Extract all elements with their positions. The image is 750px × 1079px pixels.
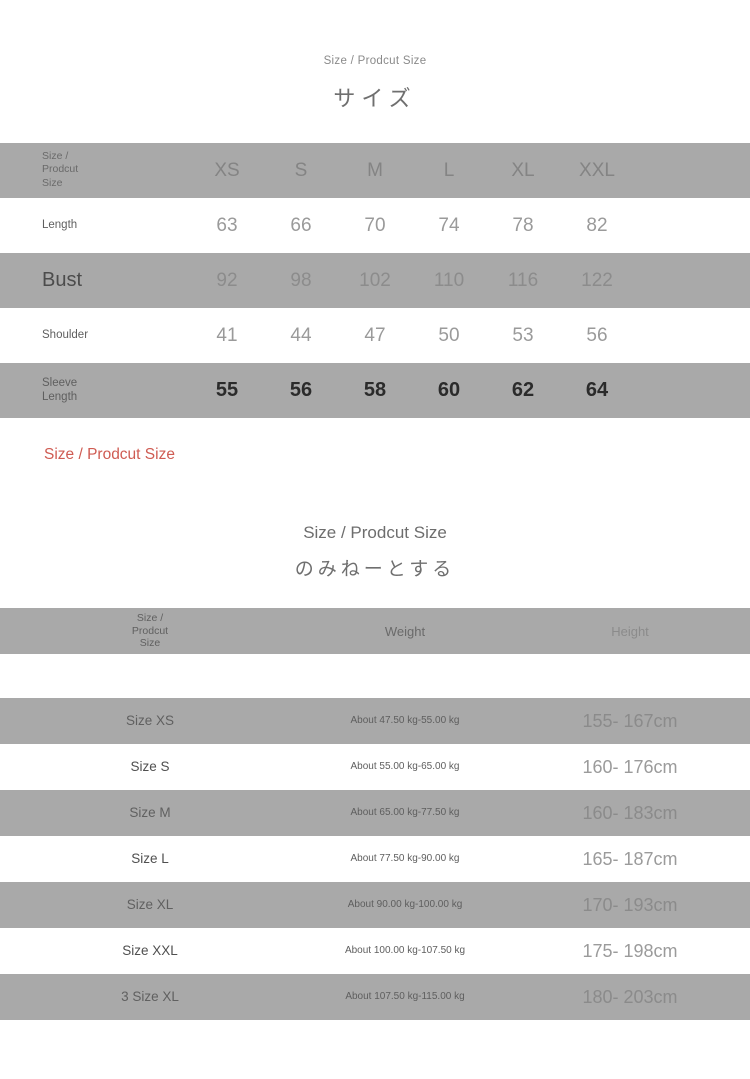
table-row: Size S About 55.00 kg-65.00 kg 160- 176c… xyxy=(0,744,750,790)
cell-height-size-xs: 155- 167cm xyxy=(582,711,678,731)
size-chart-eng-title: Size / Prodcut Size xyxy=(323,55,427,67)
table-row: 3 Size XL About 107.50 kg-115.00 kg 180-… xyxy=(0,974,750,1020)
cell-sleeve-m: 58 xyxy=(363,379,387,401)
cell-length-xs: 63 xyxy=(216,214,238,236)
row-label-shoulder: Shoulder xyxy=(42,328,89,341)
table-header-row: Size / Prodcut Size Weight Height xyxy=(0,608,750,654)
cell-height-size-3xl: 180- 203cm xyxy=(582,987,678,1007)
cell-height-size-s: 160- 176cm xyxy=(582,757,678,777)
cell-height-size-xxl: 175- 198cm xyxy=(582,941,678,961)
cell-sleeve-xl: 62 xyxy=(511,379,535,401)
size-chart-jp-title: サイズ xyxy=(333,85,417,111)
row-label-sleeve-length: Sleeve Length xyxy=(42,376,78,403)
cell-shoulder-m: 47 xyxy=(364,324,386,346)
cell-length-xl: 78 xyxy=(512,214,534,236)
cell-size-xl: Size XL xyxy=(126,896,174,912)
table-row: Sleeve Length 55 56 58 60 62 64 xyxy=(0,362,750,418)
row-label-bust: Bust xyxy=(42,268,83,291)
column-header-xs: XS xyxy=(214,159,240,181)
cell-shoulder-l: 50 xyxy=(438,324,460,346)
column-header-l: L xyxy=(443,159,455,181)
cell-length-l: 74 xyxy=(438,214,460,236)
cell-size-xxl: Size XXL xyxy=(122,942,178,958)
weight-height-eng-title: Size / Prodcut Size xyxy=(303,523,447,542)
cell-length-xxl: 82 xyxy=(586,214,608,236)
measurements-table: Size / Prodcut Size XS S M L XL XXL Length… xyxy=(0,142,750,418)
weight-height-heading: Size / Prodcut Size のみねーとする xyxy=(0,462,750,579)
cell-shoulder-s: 44 xyxy=(290,324,312,346)
cell-size-m: Size M xyxy=(129,804,171,820)
cell-shoulder-xs: 41 xyxy=(216,324,238,346)
cell-weight-size-s: About 55.00 kg-65.00 kg xyxy=(350,761,460,772)
column-header-size: Size / Prodcut Size xyxy=(131,611,169,650)
table-row: Bust 92 98 102 110 116 122 xyxy=(0,252,750,308)
cell-height-size-l: 165- 187cm xyxy=(582,849,678,869)
cell-weight-size-xl: About 90.00 kg-100.00 kg xyxy=(347,899,463,910)
cell-size-xs: Size XS xyxy=(125,712,175,728)
table-corner-label: Size / Prodcut Size xyxy=(42,150,79,189)
table-spacer-row xyxy=(0,654,750,698)
table-row: Size M About 65.00 kg-77.50 kg 160- 183c… xyxy=(0,790,750,836)
table-row: Size XXL About 100.00 kg-107.50 kg 175- … xyxy=(0,928,750,974)
cell-sleeve-xs: 55 xyxy=(215,379,239,401)
cell-size-3xl: 3 Size XL xyxy=(121,988,179,1004)
cell-weight-size-3xl: About 107.50 kg-115.00 kg xyxy=(345,991,465,1002)
weight-height-jp-title: のみねーとする xyxy=(294,559,456,580)
cell-sleeve-xxl: 64 xyxy=(585,379,609,401)
cell-bust-xl: 116 xyxy=(507,269,539,291)
cell-length-m: 70 xyxy=(364,214,386,236)
cell-height-size-xl: 170- 193cm xyxy=(582,895,678,915)
cell-shoulder-xl: 53 xyxy=(512,324,534,346)
cell-size-l: Size L xyxy=(131,850,169,866)
cell-height-size-m: 160- 183cm xyxy=(582,803,678,823)
size-note-red: Size / Prodcut Size xyxy=(44,445,175,463)
column-header-weight: Weight xyxy=(384,623,426,639)
table-row: Shoulder 41 44 47 50 53 56 xyxy=(0,307,750,363)
cell-sleeve-l: 60 xyxy=(437,379,461,401)
cell-weight-size-l: About 77.50 kg-90.00 kg xyxy=(350,853,460,864)
cell-shoulder-xxl: 56 xyxy=(586,324,608,346)
cell-bust-l: 110 xyxy=(433,269,465,291)
column-header-xxl: XXL xyxy=(579,159,615,181)
table-row: Size XL About 90.00 kg-100.00 kg 170- 19… xyxy=(0,882,750,928)
cell-sleeve-s: 56 xyxy=(289,379,313,401)
weight-height-table: Size / Prodcut Size Weight Height Size XS … xyxy=(0,608,750,1020)
table-row: Length 63 66 70 74 78 82 xyxy=(0,197,750,253)
cell-bust-s: 98 xyxy=(290,269,312,291)
cell-weight-size-xs: About 47.50 kg-55.00 kg xyxy=(350,715,460,726)
row-label-length: Length xyxy=(42,218,78,231)
column-header-height: Height xyxy=(611,623,649,639)
size-chart-heading: Size / Prodcut Size サイズ xyxy=(0,0,750,110)
cell-bust-xxl: 122 xyxy=(581,269,613,291)
table-header-row: Size / Prodcut Size XS S M L XL XXL xyxy=(0,142,750,198)
cell-length-s: 66 xyxy=(290,214,312,236)
cell-weight-size-xxl: About 100.00 kg-107.50 kg xyxy=(344,945,466,956)
cell-size-s: Size S xyxy=(130,758,170,774)
cell-bust-xs: 92 xyxy=(216,269,238,291)
column-header-m: M xyxy=(367,159,383,181)
cell-bust-m: 102 xyxy=(359,269,391,291)
cell-weight-size-m: About 65.00 kg-77.50 kg xyxy=(350,807,460,818)
table-row: Size L About 77.50 kg-90.00 kg 165- 187c… xyxy=(0,836,750,882)
column-header-xl: XL xyxy=(511,159,535,181)
table-row: Size XS About 47.50 kg-55.00 kg 155- 167… xyxy=(0,698,750,744)
column-header-s: S xyxy=(294,159,308,181)
